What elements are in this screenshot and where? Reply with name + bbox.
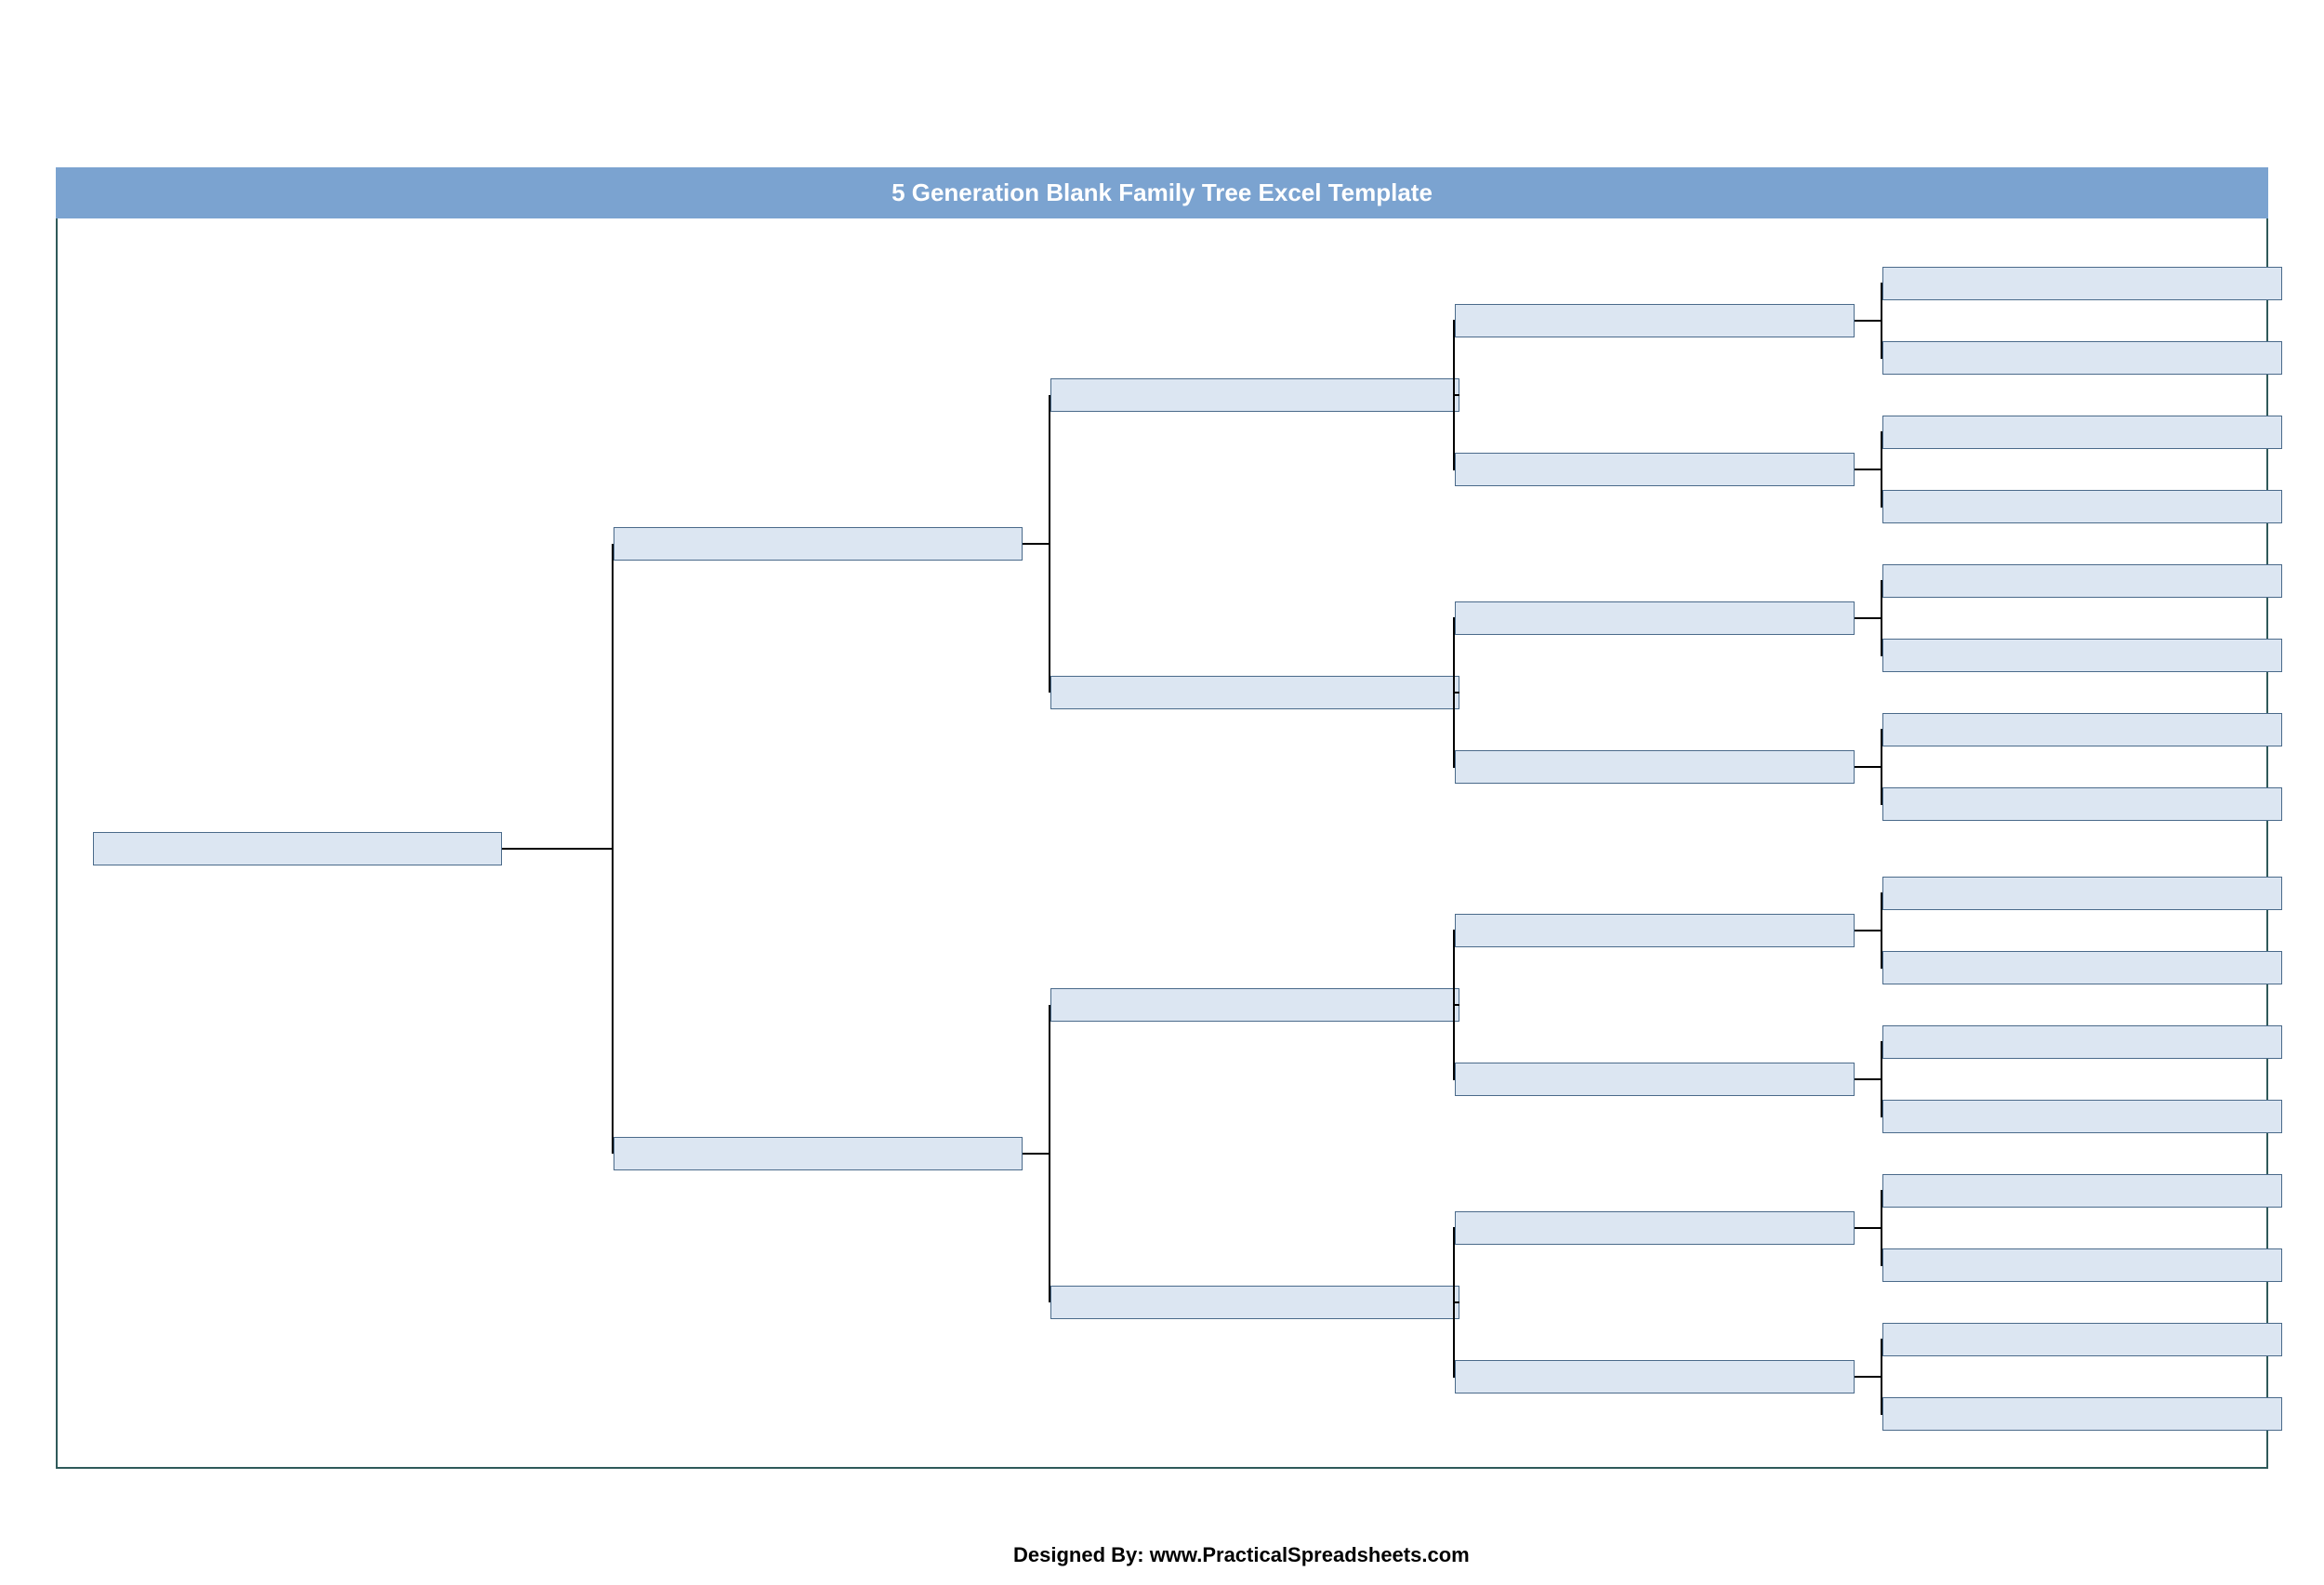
- gen2-cell-0: [614, 527, 1023, 561]
- connector-v: [1453, 931, 1455, 1079]
- gen4-cell-3: [1455, 750, 1855, 784]
- connector-h: [1453, 617, 1455, 619]
- connector-v: [1881, 1340, 1882, 1414]
- connector-h: [1453, 469, 1455, 470]
- connector-h: [1453, 930, 1455, 931]
- connector-h: [1453, 1078, 1455, 1080]
- connector-v: [1453, 321, 1455, 469]
- connector-v: [1453, 1228, 1455, 1377]
- connector-v: [1049, 1005, 1050, 1302]
- connector-h: [502, 848, 614, 850]
- connector-h: [1855, 766, 1881, 768]
- connector-h: [1881, 1190, 1882, 1192]
- connector-v: [1881, 432, 1882, 507]
- connector-h: [1855, 1376, 1881, 1378]
- connector-h: [1881, 1413, 1882, 1415]
- connector-v: [612, 544, 614, 1154]
- gen4-cell-1: [1455, 453, 1855, 486]
- connector-h: [1881, 803, 1882, 805]
- connector-h: [1881, 967, 1882, 969]
- connector-h: [1881, 1264, 1882, 1266]
- connector-v: [1881, 581, 1882, 655]
- connector-v: [1049, 395, 1050, 693]
- connector-h: [1855, 1227, 1881, 1229]
- connector-h: [1453, 320, 1455, 322]
- gen4-cell-6: [1455, 1211, 1855, 1245]
- connector-v: [1453, 618, 1455, 767]
- gen5-cell-1: [1882, 341, 2282, 375]
- gen5-cell-2: [1882, 416, 2282, 449]
- gen4-cell-4: [1455, 914, 1855, 947]
- gen5-cell-12: [1882, 1174, 2282, 1208]
- connector-h: [1855, 469, 1881, 470]
- gen5-cell-0: [1882, 267, 2282, 300]
- gen5-cell-14: [1882, 1323, 2282, 1356]
- gen5-cell-13: [1882, 1248, 2282, 1282]
- gen2-cell-1: [614, 1137, 1023, 1170]
- connector-h: [1881, 1339, 1882, 1341]
- connector-v: [1881, 1042, 1882, 1116]
- gen3-cell-3: [1050, 1286, 1459, 1319]
- connector-v: [1881, 730, 1882, 804]
- connector-h: [1881, 1041, 1882, 1043]
- connector-h: [1453, 766, 1455, 768]
- gen3-cell-1: [1050, 676, 1459, 709]
- gen1-cell: [93, 832, 502, 865]
- connector-v: [1881, 1191, 1882, 1265]
- gen5-cell-6: [1882, 713, 2282, 746]
- gen3-cell-0: [1050, 378, 1459, 412]
- connector-h: [1023, 1153, 1050, 1155]
- connector-h: [1881, 283, 1882, 284]
- connector-h: [1881, 506, 1882, 508]
- connector-v: [1881, 284, 1882, 358]
- connector-h: [1881, 654, 1882, 656]
- connector-h: [1881, 357, 1882, 359]
- gen5-cell-3: [1882, 490, 2282, 523]
- gen5-cell-7: [1882, 787, 2282, 821]
- gen5-cell-8: [1882, 877, 2282, 910]
- footer-credit: Designed By: www.PracticalSpreadsheets.c…: [1013, 1543, 1470, 1567]
- connector-v: [1881, 893, 1882, 968]
- gen3-cell-2: [1050, 988, 1459, 1022]
- connector-h: [1023, 543, 1050, 545]
- header-title: 5 Generation Blank Family Tree Excel Tem…: [891, 178, 1433, 207]
- gen4-cell-0: [1455, 304, 1855, 337]
- header-bar: 5 Generation Blank Family Tree Excel Tem…: [56, 167, 2268, 218]
- gen5-cell-10: [1882, 1025, 2282, 1059]
- gen5-cell-4: [1882, 564, 2282, 598]
- gen5-cell-15: [1882, 1397, 2282, 1431]
- connector-h: [1881, 1116, 1882, 1117]
- connector-h: [1453, 1376, 1455, 1378]
- connector-h: [1881, 431, 1882, 433]
- connector-h: [1881, 892, 1882, 894]
- connector-h: [1855, 1078, 1881, 1080]
- gen5-cell-9: [1882, 951, 2282, 984]
- gen4-cell-7: [1455, 1360, 1855, 1393]
- connector-h: [1881, 580, 1882, 582]
- page-root: 5 Generation Blank Family Tree Excel Tem…: [0, 0, 2324, 1585]
- gen4-cell-2: [1455, 601, 1855, 635]
- gen5-cell-11: [1882, 1100, 2282, 1133]
- gen5-cell-5: [1882, 639, 2282, 672]
- gen4-cell-5: [1455, 1063, 1855, 1096]
- connector-h: [1453, 1227, 1455, 1229]
- connector-h: [1881, 729, 1882, 731]
- connector-h: [1855, 320, 1881, 322]
- connector-h: [1855, 617, 1881, 619]
- connector-h: [1855, 930, 1881, 931]
